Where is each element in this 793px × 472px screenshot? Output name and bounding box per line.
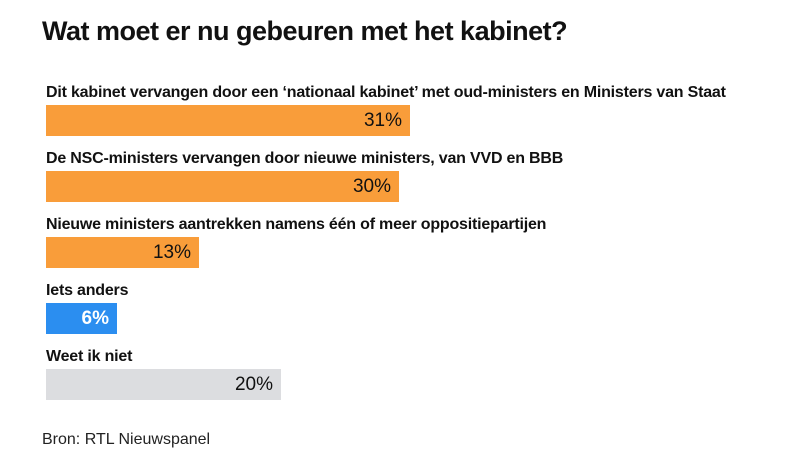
bar-row: Weet ik niet 20% xyxy=(46,347,786,400)
bar: 20% xyxy=(46,369,281,400)
category-label: Iets anders xyxy=(46,282,129,299)
category-label: Dit kabinet vervangen door een ‘nationaa… xyxy=(46,84,726,101)
bar: 6% xyxy=(46,303,117,334)
bar-row: Nieuwe ministers aantrekken namens één o… xyxy=(46,215,786,268)
source-note: Bron: RTL Nieuwspanel xyxy=(42,431,211,448)
value-label: 13% xyxy=(152,242,191,263)
value-label: 6% xyxy=(81,308,109,329)
bar-row: Dit kabinet vervangen door een ‘nationaa… xyxy=(46,83,786,136)
value-label: 20% xyxy=(234,374,273,395)
bar-row: Iets anders 6% xyxy=(46,281,786,334)
bar: 30% xyxy=(46,171,399,202)
bar-row: De NSC-ministers vervangen door nieuwe m… xyxy=(46,149,786,202)
category-label: Nieuwe ministers aantrekken namens één o… xyxy=(46,216,547,233)
category-label: Weet ik niet xyxy=(46,348,133,365)
bar: 13% xyxy=(46,237,199,268)
value-label: 30% xyxy=(352,176,391,197)
bar: 31% xyxy=(46,105,410,136)
chart-title: Wat moet er nu gebeuren met het kabinet? xyxy=(42,16,568,46)
category-label: De NSC-ministers vervangen door nieuwe m… xyxy=(46,150,564,167)
value-label: 31% xyxy=(363,110,402,131)
